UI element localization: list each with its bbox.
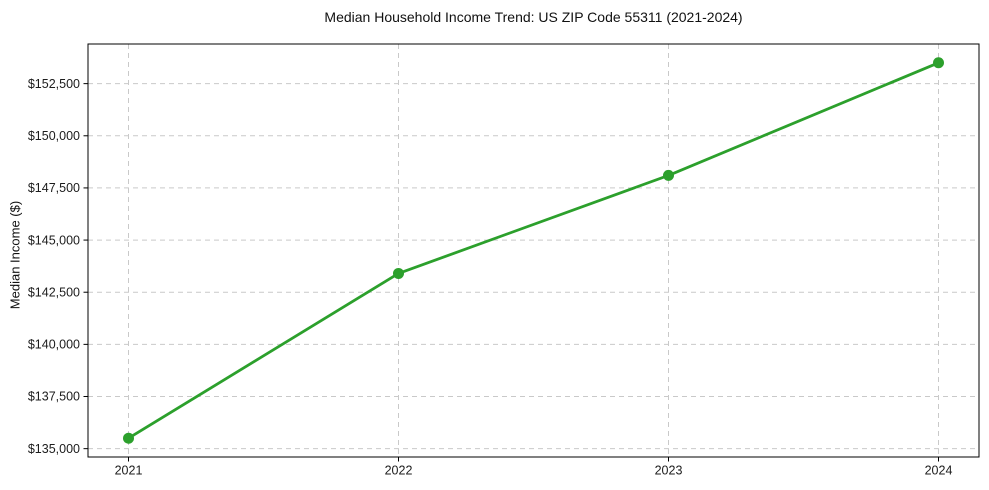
data-point-2024	[933, 57, 944, 69]
y-axis-label: Median Income ($)	[7, 200, 23, 310]
x-tick-label: 2022	[385, 464, 413, 478]
x-tick-label: 2023	[655, 464, 683, 478]
x-tick-label: 2021	[115, 464, 143, 478]
data-point-2023	[663, 169, 674, 181]
y-tick-label: $135,000	[28, 442, 80, 456]
data-point-2022	[393, 267, 404, 279]
chart-title: Median Household Income Trend: US ZIP Co…	[324, 9, 743, 25]
y-tick-label: $147,500	[28, 181, 80, 195]
y-tick-label: $152,500	[28, 77, 80, 91]
y-tick-label: $145,000	[28, 233, 80, 247]
plot-frame	[87, 43, 980, 458]
y-tick-label: $140,000	[28, 338, 80, 352]
data-point-2021	[123, 432, 134, 444]
y-tick-label: $137,500	[28, 390, 80, 404]
x-tick-label: 2024	[925, 464, 953, 478]
y-tick-label: $150,000	[28, 129, 80, 143]
y-tick-label: $142,500	[28, 285, 80, 299]
trend-line	[127, 61, 940, 440]
